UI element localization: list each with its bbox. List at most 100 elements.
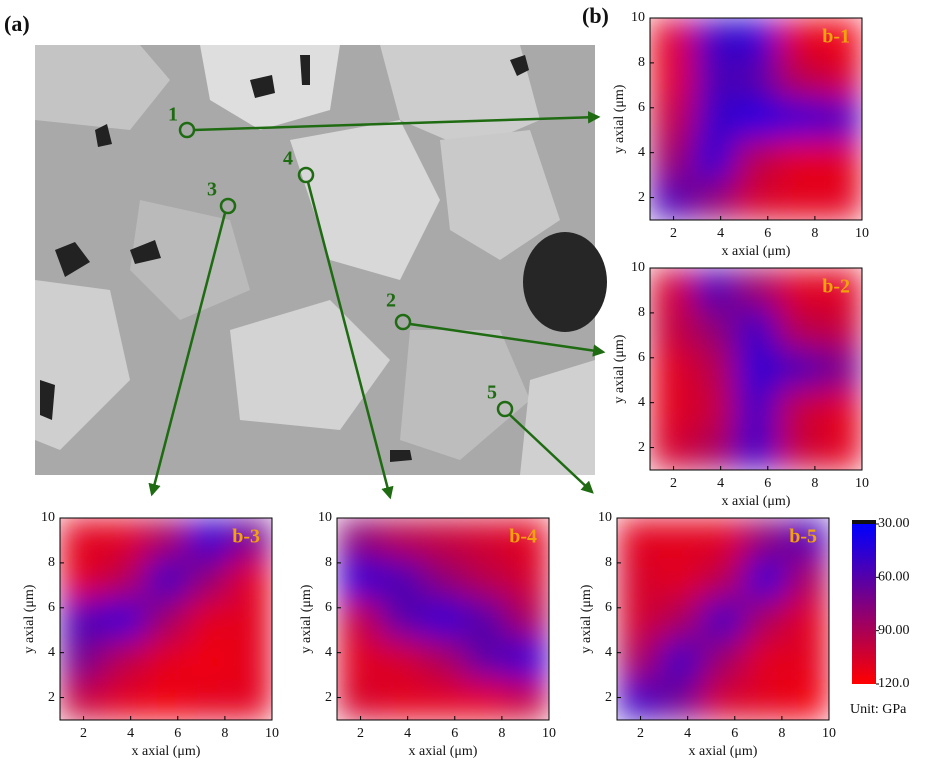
y-tick-label: 10 — [41, 510, 55, 525]
y-axis-label: y axial (μm) — [612, 84, 627, 153]
heatmap-cell — [506, 518, 549, 559]
heatmap-cell — [701, 518, 745, 559]
y-tick-label: 4 — [605, 645, 612, 660]
y-tick-label: 10 — [631, 260, 645, 275]
x-tick-label: 10 — [822, 726, 836, 741]
heatmap-cells — [617, 518, 829, 720]
plot-frame — [649, 17, 863, 221]
heatmap-cell — [701, 679, 745, 720]
heatmap-cell — [734, 139, 778, 181]
heatmap-cell — [777, 308, 821, 350]
heatmap-cell — [692, 98, 736, 140]
heatmap-cell — [659, 558, 703, 600]
panel-title: b-2 — [822, 276, 850, 298]
heatmap-cell — [337, 598, 380, 640]
heatmap-cell — [506, 679, 549, 720]
marker-label: 2 — [386, 290, 396, 312]
heatmap-cell — [464, 558, 508, 600]
colorbar-tick-label: 60.00 — [878, 570, 910, 585]
x-tick-label: 2 — [670, 226, 677, 241]
heatmap-cell — [187, 558, 231, 600]
heatmap-cell — [144, 679, 188, 720]
heatmap-cell — [229, 558, 272, 600]
heatmap-cell — [734, 308, 778, 350]
heatmap-cell — [744, 558, 788, 600]
heatmap-cell — [650, 348, 693, 390]
x-tick-label: 6 — [764, 226, 771, 241]
x-tick-label: 10 — [265, 726, 279, 741]
heatmap-cell — [337, 679, 380, 720]
heatmap-cells — [337, 518, 549, 720]
heatmap-cell — [819, 429, 862, 470]
heatmap-cell — [506, 598, 549, 640]
heatmap-cell — [692, 389, 736, 431]
heatmap-cell — [659, 679, 703, 720]
plot-frame — [616, 517, 830, 721]
y-tick-label: 6 — [325, 600, 332, 615]
heatmap-cell — [734, 18, 778, 59]
heatmap-cell — [421, 679, 465, 720]
x-tick-label: 8 — [221, 726, 228, 741]
heatmap-cell — [734, 429, 778, 470]
heatmap — [617, 518, 829, 720]
panel-title: b-3 — [232, 526, 260, 548]
heatmap-cell — [692, 348, 736, 390]
colorbar-tick-label: 120.0 — [878, 676, 910, 691]
y-tick-label: 8 — [638, 55, 645, 70]
heatmap-cell — [692, 139, 736, 181]
heatmap-cell — [464, 639, 508, 681]
x-axis-label: x axial (μm) — [722, 494, 791, 509]
y-tick-label: 8 — [48, 555, 55, 570]
heatmap-cell — [464, 598, 508, 640]
heatmap-cell — [421, 558, 465, 600]
marker-circle — [219, 197, 237, 215]
heatmap-cell — [60, 639, 103, 681]
heatmap-cell — [650, 389, 693, 431]
x-tick-label: 2 — [670, 476, 677, 491]
heatmap-cell — [650, 58, 693, 100]
heatmap-cells — [60, 518, 272, 720]
heatmap-cell — [819, 268, 862, 309]
colorbar-tick-label: 30.00 — [878, 516, 910, 531]
heatmap-cell — [692, 308, 736, 350]
heatmap — [60, 518, 272, 720]
markers — [148, 111, 606, 500]
x-tick-label: 10 — [542, 726, 556, 741]
heatmap-cell — [744, 639, 788, 681]
y-tick-label: 2 — [605, 690, 612, 705]
y-axis-label: y axial (μm) — [579, 584, 594, 653]
x-tick-label: 6 — [451, 726, 458, 741]
heatmap-cell — [617, 598, 660, 640]
y-tick-label: 8 — [605, 555, 612, 570]
heatmap-cell — [819, 139, 862, 181]
arrow — [148, 212, 227, 497]
marker-circle — [297, 166, 315, 184]
heatmap-cell — [659, 598, 703, 640]
x-tick-label: 2 — [637, 726, 644, 741]
heatmap-cell — [464, 679, 508, 720]
heatmap-cell — [506, 558, 549, 600]
x-axis-label: x axial (μm) — [132, 744, 201, 759]
heatmap-cell — [734, 389, 778, 431]
heatmap-cell — [617, 558, 660, 600]
y-tick-label: 4 — [48, 645, 55, 660]
y-tick-label: 2 — [638, 190, 645, 205]
heatmap-cell — [819, 58, 862, 100]
x-tick-label: 8 — [811, 226, 818, 241]
heatmap-cell — [734, 348, 778, 390]
heatmap-cell — [102, 598, 146, 640]
heatmap-cell — [379, 679, 423, 720]
heatmap-cell — [734, 58, 778, 100]
heatmap-cell — [229, 639, 272, 681]
heatmap-cell — [650, 429, 693, 470]
marker-label: 5 — [487, 382, 497, 404]
y-axis-label: y axial (μm) — [612, 334, 627, 403]
y-tick-label: 10 — [598, 510, 612, 525]
heatmap-cell — [659, 639, 703, 681]
arrow — [193, 111, 601, 132]
heatmap-cell — [701, 558, 745, 600]
heatmap-cell — [421, 518, 465, 559]
y-tick-label: 2 — [48, 690, 55, 705]
x-tick-label: 4 — [404, 726, 411, 741]
x-tick-label: 10 — [855, 476, 869, 491]
